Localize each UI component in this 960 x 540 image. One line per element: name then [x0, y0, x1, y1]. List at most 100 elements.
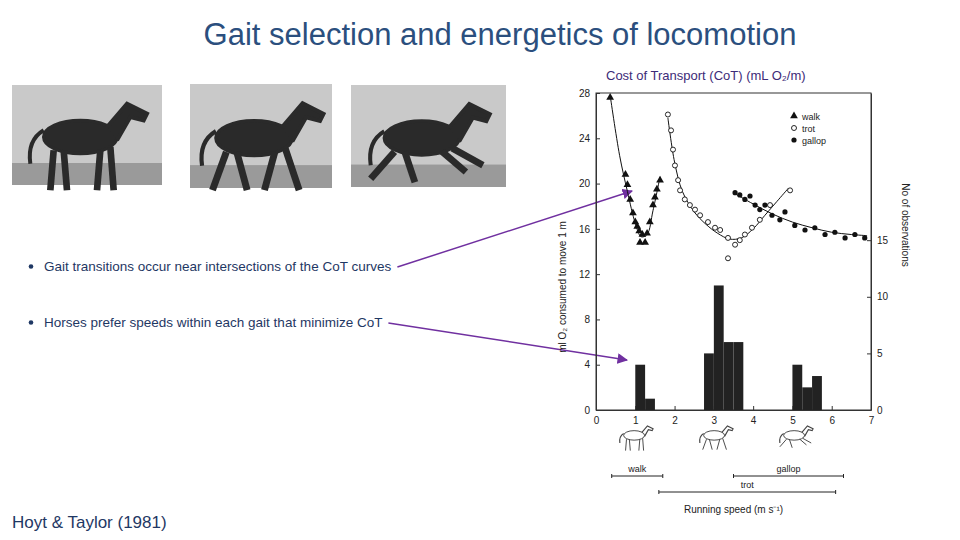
gait-range: [734, 476, 844, 477]
point: [624, 180, 632, 187]
point: [749, 225, 754, 230]
tick-mark: [596, 93, 600, 94]
point: [641, 238, 649, 245]
horse-leg: [642, 438, 644, 450]
horse-leg: [629, 439, 631, 450]
gait-range-end: [611, 474, 612, 478]
point: [733, 242, 738, 247]
tick-mark: [596, 319, 600, 320]
histogram-bar: [704, 353, 714, 410]
tick: 6: [829, 406, 835, 426]
horse-leg: [638, 439, 640, 450]
point: [737, 238, 742, 243]
plot-marks: [606, 93, 867, 410]
point: [862, 235, 867, 240]
tick: 16: [579, 224, 600, 235]
histogram-bar: [812, 376, 822, 410]
tick: 15: [867, 235, 889, 246]
axis-y2ticks: 0 5 10 15: [867, 94, 889, 416]
legend-item: gallop: [791, 136, 826, 146]
point: [769, 213, 774, 218]
horse-head: [802, 426, 813, 436]
histogram-bar: [675, 410, 685, 411]
slide: Gait selection and energetics of locomot…: [0, 0, 960, 540]
point: [753, 202, 758, 207]
tick-mark: [596, 365, 600, 366]
point: [687, 203, 692, 208]
histogram-bar: [684, 410, 694, 411]
horse-leg: [723, 438, 727, 449]
tick: 4: [584, 359, 600, 370]
point: [643, 229, 651, 236]
point: [757, 217, 762, 222]
point: [653, 185, 661, 192]
bullet-dot: [29, 320, 34, 325]
point: [757, 207, 762, 212]
horse-leg: [780, 439, 787, 447]
histogram-bar: [655, 410, 665, 411]
tick-label: 28: [579, 88, 591, 99]
tick-mark: [753, 406, 754, 410]
tick: 10: [867, 291, 889, 302]
histogram-bar: [743, 410, 753, 411]
horse-head: [642, 426, 653, 436]
point: [742, 197, 747, 202]
tick-label: 2: [672, 415, 678, 426]
photo-background: [190, 84, 332, 188]
point: [777, 217, 782, 222]
tick-label: 10: [877, 291, 889, 302]
tick-label: 24: [579, 133, 591, 144]
horse-leg: [703, 439, 707, 449]
point: [676, 178, 681, 183]
tick-mark: [867, 410, 871, 411]
point: [842, 235, 847, 240]
tick: 28: [579, 88, 600, 99]
point: [698, 213, 703, 218]
tick: 8: [584, 314, 600, 325]
gait-range: [612, 476, 663, 477]
tick-label: 3: [712, 415, 718, 426]
point: [669, 128, 674, 133]
horse-head: [722, 426, 733, 436]
point: [762, 202, 767, 207]
photo: [190, 84, 332, 190]
photo-horse: [370, 104, 490, 182]
point: [622, 170, 630, 177]
tick-label: 5: [877, 348, 883, 359]
photo-ground: [12, 163, 162, 185]
horse-leg: [110, 147, 113, 190]
point: [631, 218, 639, 225]
tick-label: 0: [877, 405, 883, 416]
bullet-dot: [29, 264, 34, 269]
point: [768, 203, 773, 208]
axis-line: [596, 94, 597, 411]
fit-line: [610, 95, 660, 237]
horse-tail: [700, 434, 704, 444]
horse-leg: [452, 148, 483, 165]
point: [726, 235, 731, 240]
fit-line: [668, 118, 789, 239]
horse-leg: [789, 439, 792, 448]
point: [672, 163, 677, 168]
legend: walktrotgallop: [790, 112, 826, 146]
point: [782, 209, 787, 214]
tick-label: 1: [633, 415, 639, 426]
tick-mark: [867, 353, 871, 354]
gait-range: [659, 492, 836, 493]
histogram-bar: [802, 387, 812, 410]
point: [812, 225, 817, 230]
gait-range-end: [733, 474, 734, 478]
legend-symbol: [791, 137, 796, 142]
point: [665, 112, 670, 117]
tick-label: 8: [584, 314, 590, 325]
tick: 5: [867, 348, 883, 359]
point: [693, 207, 698, 212]
horse-head: [282, 103, 324, 141]
tick-mark: [596, 184, 600, 185]
tick-mark: [596, 274, 600, 275]
point: [726, 256, 731, 261]
horse-leg: [709, 439, 712, 449]
tick-label: 7: [869, 415, 875, 426]
legend-symbol: [790, 112, 798, 119]
legend-symbol: [792, 126, 797, 131]
